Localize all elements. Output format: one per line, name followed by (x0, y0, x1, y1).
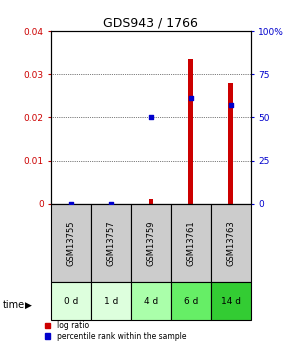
Bar (211, 204, 251, 282)
Text: 1 d: 1 d (104, 297, 118, 306)
Legend: log ratio, percentile rank within the sample: log ratio, percentile rank within the sa… (45, 321, 186, 341)
Text: GSM13755: GSM13755 (67, 220, 76, 266)
Bar (171, 204, 211, 282)
Bar (131, 204, 171, 282)
Bar (51, 204, 91, 282)
Text: GSM13761: GSM13761 (186, 220, 195, 266)
Bar (51, 282, 91, 320)
Text: 14 d: 14 d (221, 297, 241, 306)
Text: 4 d: 4 d (144, 297, 158, 306)
Bar (188, 59, 193, 204)
Text: GSM13763: GSM13763 (226, 220, 235, 266)
Bar (228, 83, 233, 204)
Point (109, 201, 113, 206)
Title: GDS943 / 1766: GDS943 / 1766 (103, 17, 198, 30)
Bar (211, 282, 251, 320)
Bar (149, 199, 153, 204)
Text: GSM13759: GSM13759 (146, 220, 155, 266)
Text: GSM13757: GSM13757 (107, 220, 115, 266)
Bar (171, 282, 211, 320)
Point (149, 115, 153, 120)
Text: 6 d: 6 d (183, 297, 198, 306)
Text: time: time (3, 300, 25, 310)
Point (69, 201, 74, 206)
Point (228, 102, 233, 108)
Bar (91, 282, 131, 320)
Text: 0 d: 0 d (64, 297, 79, 306)
Bar (91, 204, 131, 282)
Point (188, 96, 193, 101)
Text: ▶: ▶ (25, 301, 32, 310)
Bar (131, 282, 171, 320)
